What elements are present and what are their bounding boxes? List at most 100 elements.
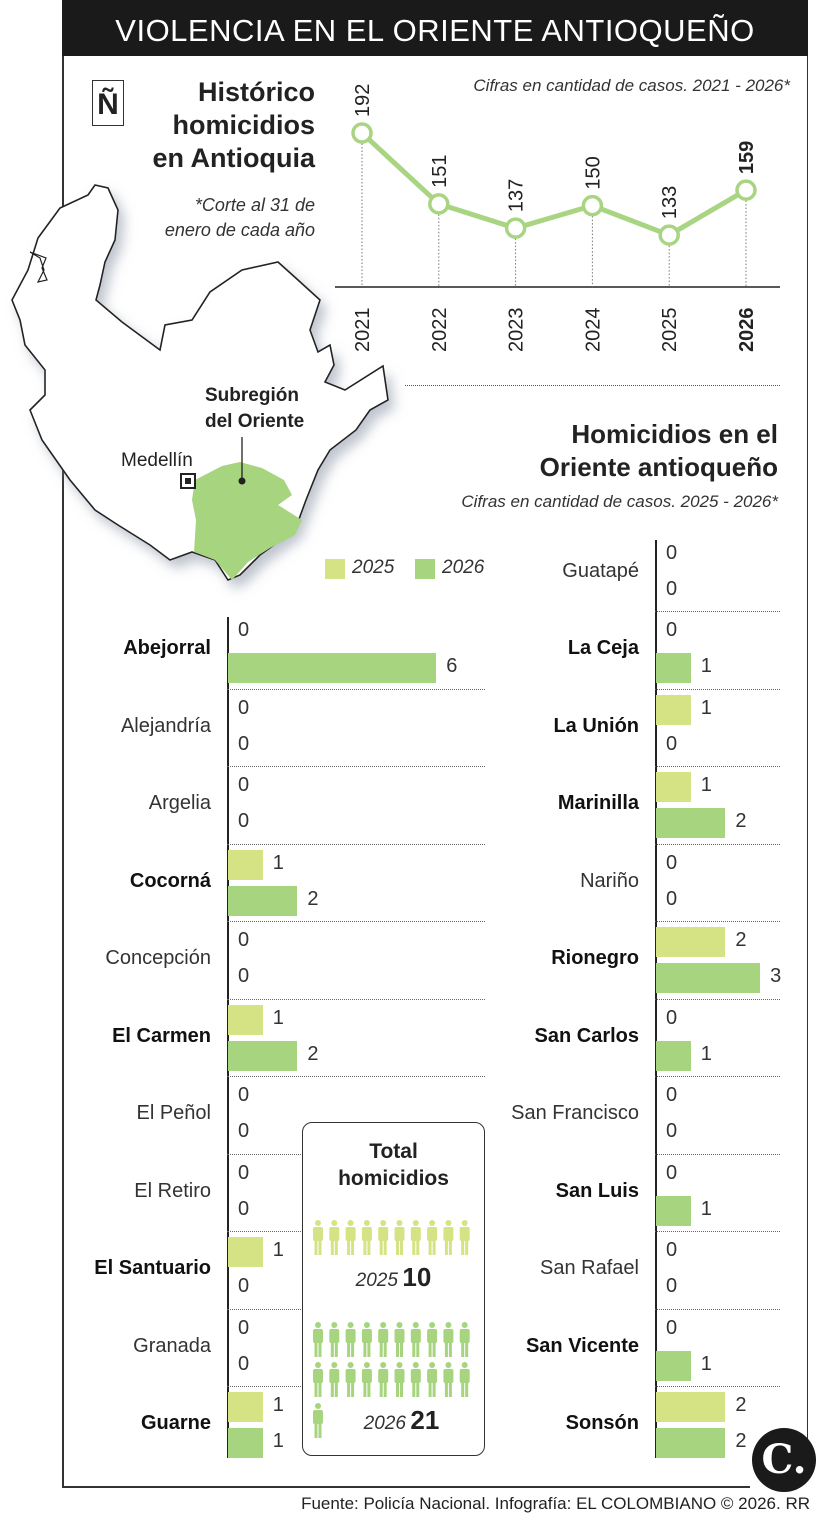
legend-swatch-2026 (415, 559, 435, 579)
person-icon (459, 1322, 470, 1357)
person-icon (427, 1220, 438, 1255)
region-pointer-dot (238, 477, 246, 485)
municipality-label: San Francisco (511, 1102, 639, 1124)
bar-value-label: 0 (666, 1275, 678, 1297)
region-label-line: del Oriente (205, 411, 305, 432)
municipality-label: Concepción (105, 947, 211, 969)
person-icon (313, 1362, 323, 1397)
title-line: homicidios (172, 110, 315, 140)
bar-value-label: 0 (238, 1197, 250, 1220)
person-icon (329, 1362, 340, 1397)
bar-value-label: 1 (272, 1430, 284, 1452)
frame-border-bottom (62, 1486, 750, 1488)
row-separator (227, 921, 485, 922)
row-separator (655, 688, 780, 690)
antioquia-outline (11, 184, 389, 581)
person-icon (378, 1220, 389, 1255)
bar-2026 (228, 1040, 298, 1071)
bar-value-label: 0 (238, 965, 250, 987)
data-label: 192 (352, 84, 374, 117)
bar-value-label: 2 (307, 887, 319, 910)
person-icon (361, 1322, 372, 1357)
person-icon (329, 1220, 340, 1255)
data-point (428, 193, 450, 215)
row-separator (655, 1153, 780, 1155)
region-label: Subregión del Oriente (205, 383, 304, 435)
municipality-label: El Santuario (94, 1257, 211, 1279)
bar-value-label: 2 (735, 929, 747, 951)
bar-value-label: 1 (700, 655, 712, 677)
bar-2026 (656, 1195, 691, 1226)
municipality-label: Rionegro (551, 947, 639, 969)
person-icon (378, 1322, 389, 1357)
municipality-label: Cocorná (129, 869, 211, 892)
bar-value-label: 0 (666, 1161, 678, 1184)
totals-value: 10 (402, 1262, 432, 1292)
row-separator (227, 843, 485, 845)
title-line: Homicidios en el (571, 419, 778, 449)
bar-value-label: 0 (238, 1161, 250, 1184)
bar-value-label: 1 (272, 1006, 284, 1029)
bar-value-label: 0 (666, 619, 678, 641)
bar-value-label: 0 (238, 619, 250, 641)
legend-label-2026: 2026 (442, 557, 485, 578)
bar-value-label: 2 (735, 1430, 747, 1452)
series-line (360, 131, 748, 238)
person-icon (394, 1362, 405, 1397)
bar-value-label: 0 (666, 1239, 678, 1261)
row-separator (655, 1308, 780, 1310)
bar-value-label: 0 (238, 810, 250, 832)
person-icon (345, 1362, 356, 1397)
person-icon (329, 1322, 340, 1357)
totals-title-line: homicidios (338, 1167, 449, 1190)
person-icon (443, 1322, 454, 1357)
x-tick-label: 2026 (736, 308, 758, 353)
totals-year: 2026 (363, 1413, 406, 1434)
person-icon (378, 1362, 389, 1397)
person-icon (427, 1362, 438, 1397)
bar-chart-subtitle: Cifras en cantidad de casos. 2025 - 2026… (461, 492, 778, 511)
bar-value-label: 6 (446, 655, 458, 677)
data-point (658, 224, 680, 246)
municipality-label: Sonsón (565, 1412, 639, 1434)
bar-2025 (228, 1004, 263, 1035)
municipality-label: Alejandría (120, 714, 211, 737)
page-title: VIOLENCIA EN EL ORIENTE ANTIOQUEÑO (62, 0, 808, 56)
bar-2026 (228, 885, 298, 916)
municipality-label: El Peñol (136, 1102, 212, 1124)
section-divider (405, 385, 780, 386)
data-point (735, 179, 757, 201)
bar-value-label: 0 (666, 732, 678, 755)
line-chart-title: Histórico homicidios en Antioquia (153, 76, 316, 175)
bar-value-label: 0 (666, 887, 678, 910)
data-label: 137 (506, 179, 528, 212)
row-separator (655, 921, 780, 922)
municipality-label: San Carlos (534, 1024, 639, 1047)
row-separator (227, 998, 485, 1000)
bar-2026 (656, 808, 726, 838)
bar-value-label: 0 (666, 541, 678, 564)
title-line: en Antioquia (152, 143, 316, 173)
bar-value-label: 1 (700, 1197, 712, 1220)
city-label-medellin: Medellín (121, 450, 193, 471)
person-icon (443, 1362, 454, 1397)
bar-2025 (228, 1392, 263, 1422)
uraba-gulf (29, 251, 48, 283)
municipality-label: San Luis (555, 1179, 639, 1202)
row-separator (655, 1076, 780, 1077)
bar-value-label: 0 (666, 851, 678, 874)
municipality-label: San Rafael (540, 1257, 639, 1279)
row-separator (655, 843, 780, 845)
x-tick-label: 2023 (506, 308, 528, 353)
legend-label-2025: 2025 (352, 557, 395, 578)
row-separator (655, 611, 780, 612)
source-footer: Fuente: Policía Nacional. Infografía: EL… (301, 1494, 810, 1513)
data-label: 150 (582, 156, 604, 189)
bar-2026 (656, 653, 691, 683)
bar-2026 (656, 1428, 726, 1458)
bar-2026 (656, 963, 761, 993)
bar-2026 (656, 1350, 691, 1381)
region-label-line: Subregión (205, 385, 299, 406)
bar-value-label: 1 (700, 1352, 712, 1375)
